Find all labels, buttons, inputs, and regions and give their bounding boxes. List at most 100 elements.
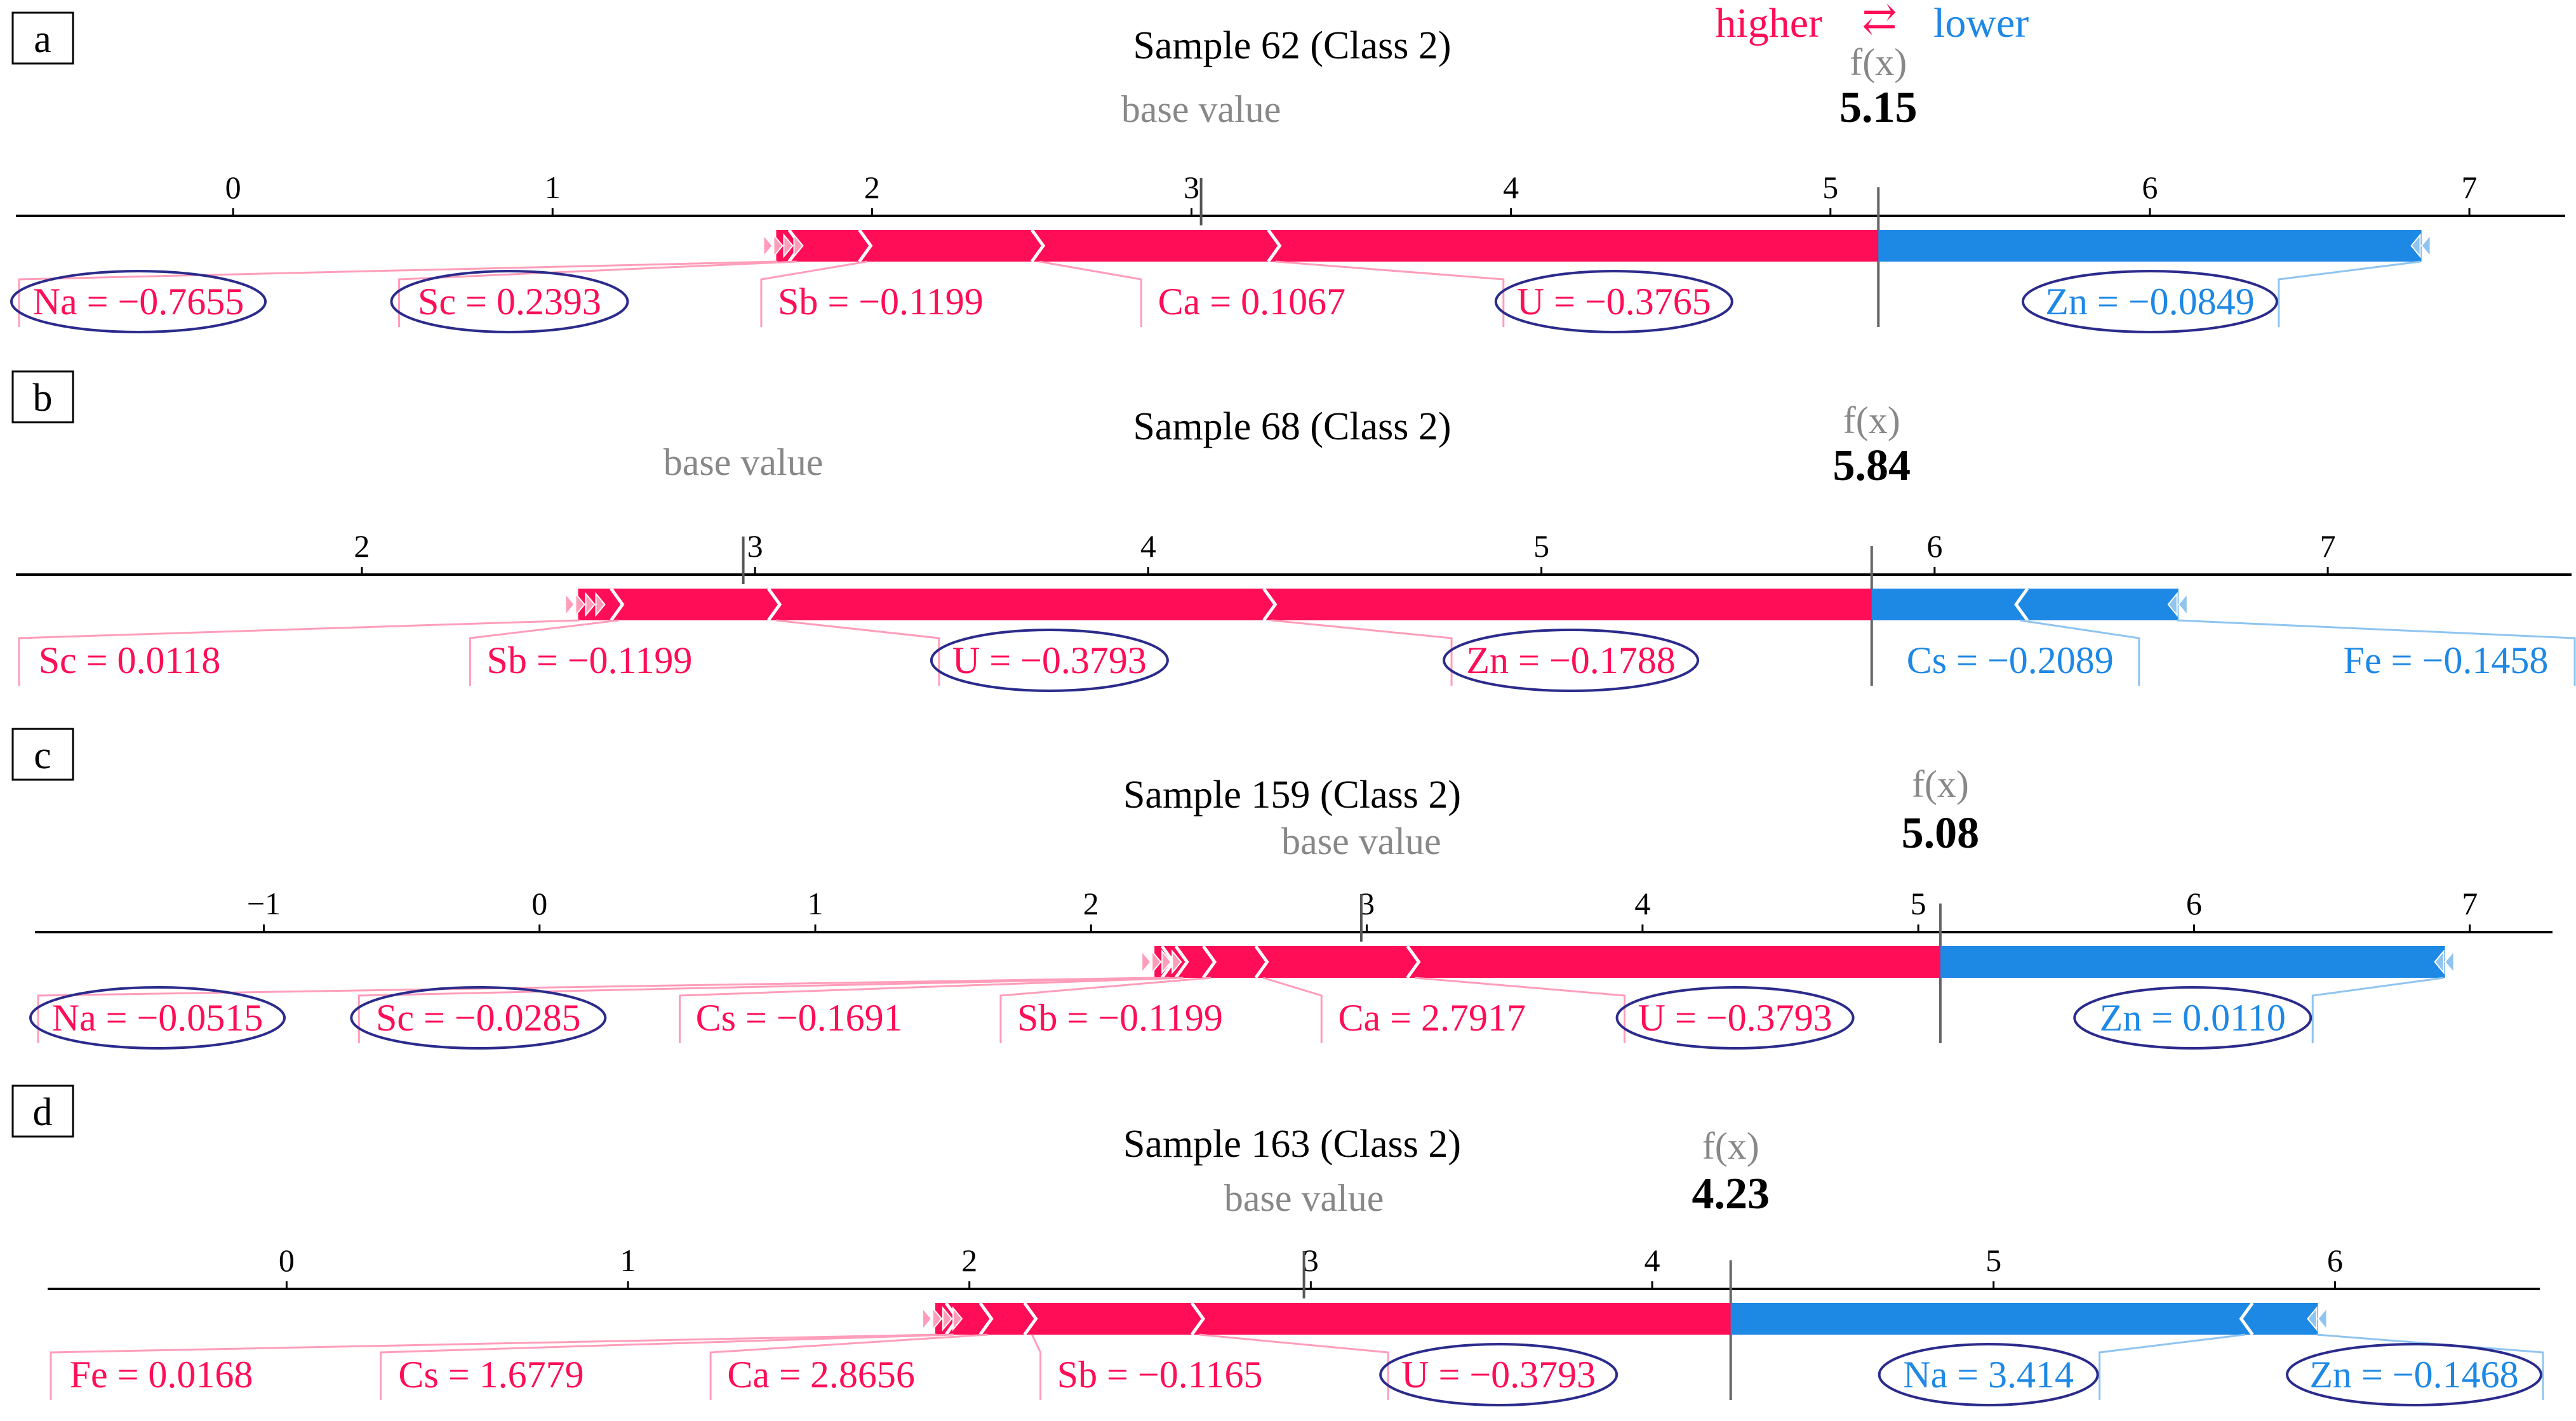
positive-tail-chevron bbox=[1141, 949, 1152, 975]
positive-connector bbox=[709, 1333, 988, 1400]
legend: higher ⇄ lower bbox=[1715, 0, 2029, 46]
x-tick-label: 6 bbox=[2327, 1243, 2343, 1278]
positive-segment-chevron bbox=[1254, 945, 1269, 979]
x-tick-label: 1 bbox=[620, 1243, 636, 1278]
negative-bar bbox=[1878, 230, 2422, 262]
negative-connector bbox=[2278, 260, 2420, 327]
panel-letter: a bbox=[34, 18, 51, 61]
panel-letter-box bbox=[11, 1084, 74, 1138]
panel-letter-box bbox=[11, 11, 74, 65]
positive-tail-chevron bbox=[564, 592, 575, 617]
positive-feature-label: Ca = 2.8656 bbox=[727, 1354, 915, 1396]
x-tick-label: 5 bbox=[1911, 886, 1926, 921]
positive-segment-chevron bbox=[978, 1302, 994, 1336]
highlight-ellipse bbox=[1878, 1343, 2099, 1406]
x-tick-label: 1 bbox=[808, 886, 824, 921]
x-tick-label: 2 bbox=[354, 528, 370, 564]
negative-tail-chevron bbox=[2434, 949, 2445, 975]
positive-feature-label: Sb = −0.1199 bbox=[778, 281, 984, 323]
x-tick-label: 3 bbox=[1303, 1243, 1319, 1278]
panel-b: b Sample 68 (Class 2) 2 3 4 5 6 7 base value f(x)… bbox=[11, 370, 2576, 692]
x-tick-label: 2 bbox=[864, 170, 880, 205]
base-value-label: base value bbox=[664, 441, 824, 483]
fx-value: 4.23 bbox=[1692, 1170, 1770, 1218]
panel-title: Sample 68 (Class 2) bbox=[1133, 405, 1451, 448]
positive-tail-chevron bbox=[1171, 949, 1182, 975]
negative-bar bbox=[1940, 946, 2445, 978]
negative-connector bbox=[2316, 1333, 2544, 1400]
positive-feature-label: Sc = 0.2393 bbox=[418, 281, 601, 323]
negative-connector bbox=[2177, 619, 2576, 686]
positive-tail-chevron bbox=[1151, 949, 1162, 975]
negative-feature-label: Zn = −0.1468 bbox=[2309, 1354, 2518, 1396]
positive-feature-label: U = −0.3793 bbox=[1638, 997, 1832, 1039]
positive-connector bbox=[679, 977, 1184, 1043]
panel-title: Sample 159 (Class 2) bbox=[1123, 773, 1461, 817]
x-tick-label: 2 bbox=[1083, 886, 1099, 921]
positive-tail-chevron bbox=[942, 1306, 953, 1331]
positive-connector bbox=[1263, 977, 1323, 1043]
highlight-ellipse bbox=[1443, 629, 1700, 692]
positive-feature-label: Sb = −0.1199 bbox=[1017, 997, 1223, 1039]
negative-feature-label: Zn = 0.0110 bbox=[2100, 997, 2286, 1039]
positive-connector bbox=[1271, 619, 1453, 686]
positive-feature-label: Na = −0.0515 bbox=[52, 997, 264, 1039]
positive-bar bbox=[578, 589, 1872, 620]
highlight-ellipse bbox=[930, 629, 1169, 692]
fx-label: f(x) bbox=[1912, 763, 1969, 805]
x-tick-label: 5 bbox=[1822, 170, 1838, 205]
positive-tail-chevron bbox=[921, 1306, 933, 1331]
x-tick-label: 1 bbox=[545, 170, 561, 205]
negative-tail-chevron bbox=[2317, 1306, 2328, 1331]
legend-arrow-icon: ⇄ bbox=[1862, 0, 1897, 43]
negative-tail-chevron bbox=[2410, 233, 2421, 258]
positive-tail-chevron bbox=[585, 592, 596, 617]
positive-feature-label: U = −0.3793 bbox=[1401, 1354, 1596, 1396]
x-tick-label: 5 bbox=[1985, 1243, 2001, 1278]
x-tick-label: 3 bbox=[747, 528, 763, 564]
x-tick-label: 2 bbox=[961, 1243, 977, 1278]
panel-letter: b bbox=[33, 377, 53, 420]
negative-tail-chevron bbox=[2420, 233, 2431, 258]
positive-tail-chevron bbox=[575, 592, 585, 617]
x-tick-label: −1 bbox=[247, 886, 281, 921]
positive-segment-chevron bbox=[1190, 1302, 1206, 1336]
negative-connector bbox=[2311, 977, 2444, 1043]
x-tick-label: 7 bbox=[2320, 528, 2336, 564]
positive-feature-label: Sc = 0.0118 bbox=[39, 639, 221, 681]
positive-feature-label: Sb = −0.1165 bbox=[1057, 1354, 1263, 1396]
positive-tail-chevron bbox=[793, 233, 804, 258]
fx-label: f(x) bbox=[1702, 1125, 1759, 1167]
positive-feature-label: Na = −0.7655 bbox=[33, 281, 244, 323]
negative-feature-label: Fe = −0.1458 bbox=[2344, 639, 2549, 681]
base-value-label: base value bbox=[1224, 1177, 1384, 1219]
positive-segment-chevron bbox=[1406, 945, 1421, 979]
x-tick-label: 5 bbox=[1533, 528, 1549, 564]
positive-segment-chevron bbox=[1202, 945, 1217, 979]
positive-feature-label: Zn = −0.1788 bbox=[1466, 639, 1675, 681]
positive-segment-chevron bbox=[858, 229, 873, 263]
x-tick-label: 6 bbox=[1926, 528, 1942, 564]
fx-value: 5.08 bbox=[1902, 809, 1980, 858]
x-tick-label: 4 bbox=[1645, 1243, 1660, 1278]
positive-tail-chevron bbox=[763, 233, 773, 258]
positive-bar bbox=[1154, 946, 1940, 978]
positive-bar bbox=[935, 1303, 1731, 1335]
positive-tail-chevron bbox=[1161, 949, 1172, 975]
positive-connector bbox=[50, 1333, 937, 1400]
negative-connector bbox=[2099, 1333, 2245, 1400]
negative-connector bbox=[2019, 619, 2140, 686]
negative-feature-label: Cs = −0.2089 bbox=[1907, 639, 2114, 681]
x-tick-label: 7 bbox=[2462, 170, 2478, 205]
positive-tail-chevron bbox=[773, 233, 784, 258]
positive-connector bbox=[18, 619, 580, 686]
positive-connector bbox=[1039, 260, 1142, 327]
panel-a: a Sample 62 (Class 2) 0 1 2 3 4 5 6 7 base value f(… bbox=[10, 11, 2565, 333]
negative-tail-chevron bbox=[2177, 592, 2188, 617]
positive-bar bbox=[776, 230, 1879, 262]
base-value-label: base value bbox=[1281, 820, 1441, 862]
positive-connector bbox=[760, 260, 867, 327]
panel-title: Sample 62 (Class 2) bbox=[1133, 24, 1451, 67]
